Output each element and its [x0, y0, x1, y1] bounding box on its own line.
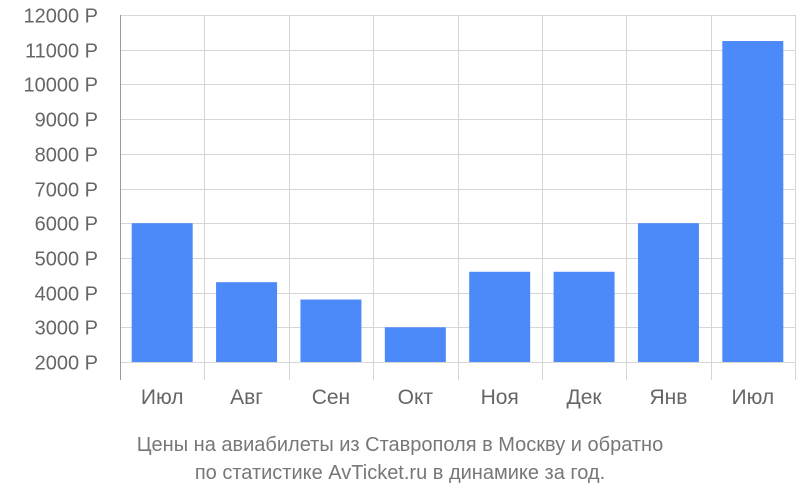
chart-caption-line-1: Цены на авиабилеты из Ставрополя в Москв… [136, 434, 664, 456]
y-tick-label: 3000 Р [35, 318, 98, 340]
bar [216, 282, 278, 362]
bar [469, 271, 531, 362]
x-tick-label: Июл [141, 386, 184, 409]
bar [384, 327, 446, 362]
y-tick-label: 7000 Р [35, 180, 98, 202]
x-tick-label: Янв [649, 386, 687, 409]
y-tick-label: 12000 Р [23, 6, 98, 28]
x-tick-label: Сен [312, 386, 350, 409]
bar [300, 299, 362, 362]
bars [131, 41, 784, 363]
x-tick-label: Июл [731, 386, 774, 409]
bar [553, 271, 615, 362]
y-tick-label: 2000 Р [35, 353, 98, 375]
x-tick-label: Дек [567, 386, 603, 409]
y-tick-label: 11000 Р [25, 41, 98, 63]
y-tick-label: 9000 Р [35, 110, 98, 132]
x-tick-label: Ноя [481, 386, 519, 409]
x-tick-label: Авг [230, 386, 263, 409]
bar [722, 41, 784, 363]
x-tick-labels: Июл Авг Сен Окт Ноя Дек Янв Июл [141, 386, 774, 409]
y-tick-label: 6000 Р [35, 214, 98, 236]
y-tick-label: 5000 Р [35, 249, 98, 271]
chart-caption-line-2: по статистике AvTicket.ru в динамике за … [194, 462, 606, 484]
price-bar-chart: 2000 Р 3000 Р 4000 Р 5000 Р 6000 Р 7000 Р 8000… [23, 6, 796, 409]
y-tick-label: 4000 Р [35, 284, 98, 306]
x-tick-label: Окт [398, 386, 434, 409]
bar [131, 223, 193, 362]
y-tick-labels: 2000 Р 3000 Р 4000 Р 5000 Р 6000 Р 7000 Р 8000… [23, 6, 98, 375]
y-tick-label: 10000 Р [23, 75, 98, 97]
y-tick-label: 8000 Р [35, 145, 98, 167]
bar [637, 223, 699, 362]
